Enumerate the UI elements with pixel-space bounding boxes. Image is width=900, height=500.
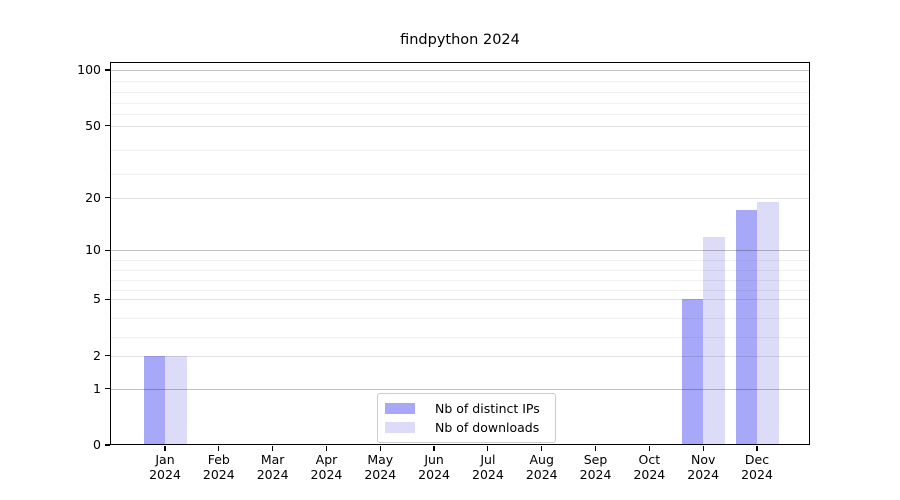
- x-tick-mark: [272, 446, 274, 451]
- gridline-minor: [111, 81, 809, 83]
- x-tick-label: Mar 2024: [256, 452, 289, 482]
- y-tick-label: 0: [93, 437, 101, 452]
- y-tick-mark: [105, 124, 110, 127]
- bar-distinct-ips: [681, 299, 704, 444]
- x-tick-label: Sep 2024: [579, 452, 612, 482]
- legend: Nb of distinct IPs Nb of downloads: [377, 393, 556, 443]
- legend-label: Nb of distinct IPs: [435, 400, 540, 416]
- x-tick-mark: [379, 446, 381, 451]
- x-tick-label: Jun 2024: [418, 452, 450, 482]
- gridline-minor: [111, 318, 809, 320]
- x-tick-mark: [702, 446, 704, 451]
- x-tick-mark: [594, 446, 597, 451]
- y-tick-mark: [105, 249, 110, 251]
- gridline-major: [111, 388, 809, 390]
- x-tick-label: Aug 2024: [525, 452, 558, 482]
- gridline-major: [111, 250, 809, 252]
- x-tick-label: Apr 2024: [310, 452, 343, 482]
- y-tick-label: 1: [93, 380, 101, 396]
- x-tick-label: Oct 2024: [633, 452, 666, 482]
- y-tick-label: 2: [93, 347, 101, 363]
- gridline-minor: [111, 173, 809, 175]
- y-tick-mark: [105, 298, 110, 300]
- gridline-semimajor: [111, 125, 809, 127]
- y-tick-mark: [105, 197, 110, 199]
- gridline-semimajor: [111, 355, 809, 357]
- x-tick-mark: [218, 446, 220, 451]
- bar-distinct-ips: [735, 210, 757, 444]
- gridline-minor: [111, 114, 809, 116]
- plot-area: Nb of distinct IPs Nb of downloads: [110, 62, 810, 445]
- bar-downloads: [757, 201, 779, 444]
- y-tick-mark: [105, 388, 110, 390]
- x-tick-label: Jan 2024: [149, 452, 181, 482]
- y-tick-label: 50: [85, 117, 101, 133]
- legend-label: Nb of downloads: [435, 419, 540, 435]
- legend-item: Nb of downloads: [378, 418, 555, 436]
- gridline-minor: [111, 103, 809, 105]
- x-tick-label: Jul 2024: [472, 452, 504, 482]
- bar-downloads: [703, 236, 725, 444]
- legend-swatch-downloads: [385, 421, 415, 433]
- x-tick-mark: [541, 446, 543, 451]
- gridline-semimajor: [111, 299, 809, 301]
- y-tick-mark: [105, 444, 110, 446]
- y-tick-mark: [105, 355, 110, 357]
- y-tick-label: 20: [85, 189, 101, 205]
- gridline-major: [111, 70, 809, 71]
- gridline-minor: [111, 279, 809, 281]
- x-tick-mark: [433, 446, 435, 451]
- y-tick-mark: [105, 69, 110, 71]
- x-tick-mark: [325, 446, 328, 451]
- y-tick-label: 100: [77, 62, 101, 77]
- gridline-semimajor: [111, 197, 809, 199]
- y-tick-label: 10: [85, 242, 101, 258]
- bar-distinct-ips: [143, 355, 165, 444]
- x-tick-label: May 2024: [364, 452, 397, 482]
- x-tick-label: Nov 2024: [687, 452, 720, 482]
- legend-swatch-distinct-ips: [385, 402, 415, 414]
- x-tick-mark: [487, 446, 489, 451]
- x-tick-label: Dec 2024: [741, 452, 773, 482]
- gridline-minor: [111, 336, 809, 338]
- x-tick-mark: [756, 446, 758, 451]
- gridline-minor: [111, 260, 809, 261]
- y-tick-label: 5: [93, 291, 101, 307]
- gridline-minor: [111, 269, 809, 271]
- gridline-minor: [111, 149, 809, 151]
- legend-item: Nb of distinct IPs: [378, 399, 555, 417]
- bar-downloads: [165, 355, 187, 444]
- x-tick-mark: [648, 446, 650, 451]
- chart-title: findpython 2024: [400, 32, 520, 48]
- x-tick-label: Feb 2024: [202, 452, 235, 482]
- gridline-minor: [111, 92, 809, 94]
- x-tick-mark: [164, 446, 166, 451]
- gridline-minor: [111, 289, 809, 291]
